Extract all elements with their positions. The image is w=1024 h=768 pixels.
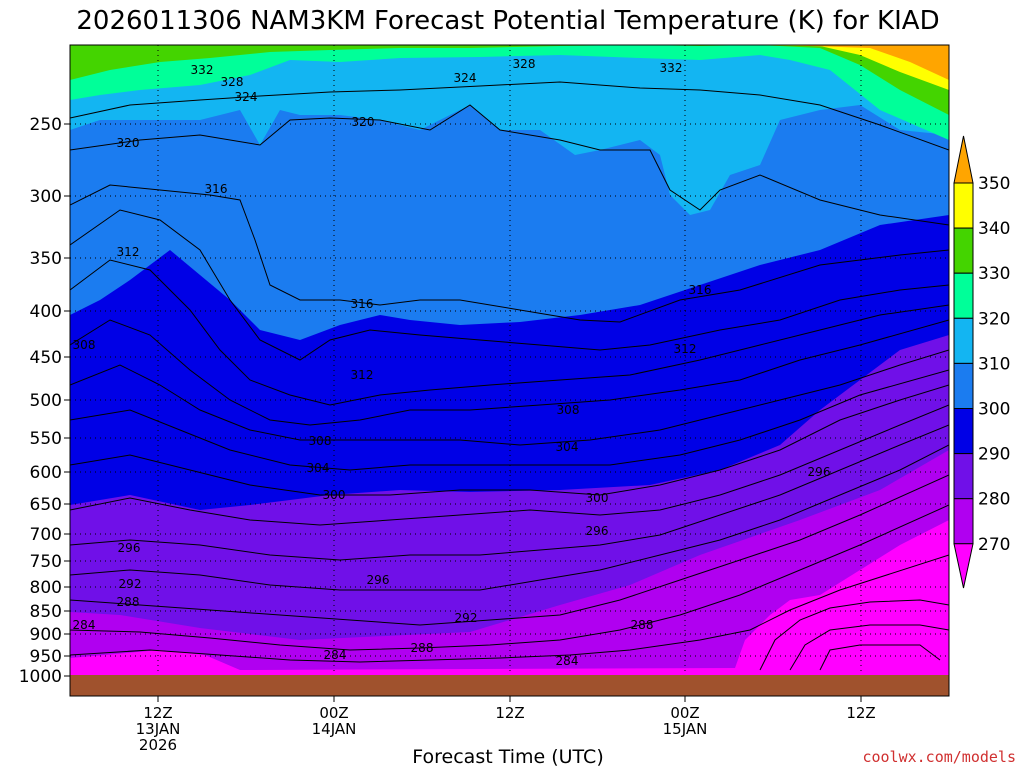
contour-label: 320: [117, 136, 140, 150]
y-tick-label: 650: [30, 495, 62, 515]
contour-label: 284: [324, 648, 347, 662]
contour-label: 292: [455, 611, 478, 625]
colorbar-label: 320: [978, 309, 1010, 329]
contour-label: 316: [689, 283, 712, 297]
y-tick-label: 450: [30, 348, 62, 368]
contour-label: 300: [323, 488, 346, 502]
colorbar-segment: [953, 453, 974, 500]
contour-label: 288: [631, 618, 654, 632]
ground-strip: [70, 675, 949, 696]
chart-title: 2026011306 NAM3KM Forecast Potential Tem…: [76, 6, 939, 36]
contour-label: 300: [586, 491, 609, 505]
contour-label: 324: [454, 71, 477, 85]
band-orange: [780, 45, 949, 80]
y-tick-label: 250: [30, 115, 62, 135]
band-yellow: [700, 45, 949, 90]
colorbar-label: 310: [978, 354, 1010, 374]
colorbar-label: 300: [978, 400, 1010, 420]
colorbar-segment: [953, 135, 974, 184]
contour-label: 296: [118, 541, 141, 555]
contour-label: 308: [73, 338, 96, 352]
y-tick-label: 600: [30, 463, 62, 483]
x-tick-label: 12Z: [846, 704, 875, 722]
x-tick-label: 15JAN: [663, 720, 708, 738]
colorbar-label: 290: [978, 445, 1010, 465]
colorbar-segment: [953, 408, 974, 455]
colorbar-segment: [953, 317, 974, 364]
colorbar-label: 270: [978, 535, 1010, 555]
y-tick-label: 1000: [19, 667, 62, 687]
contour-label: 284: [556, 654, 579, 668]
x-tick-label: 14JAN: [312, 720, 357, 738]
y-tick-label: 950: [30, 647, 62, 667]
contour-label: 332: [191, 63, 214, 77]
y-tick-label: 900: [30, 625, 62, 645]
colorbar: 350 340 330 320 310 300 290 280 270: [953, 135, 1010, 589]
y-tick-label: 400: [30, 302, 62, 322]
x-tick-label: 13JAN: [136, 720, 181, 738]
credit-text: coolwx.com/models: [862, 748, 1016, 766]
x-tick-label: 2026: [139, 736, 177, 754]
colorbar-segment: [953, 543, 974, 589]
x-tick-label: 00Z: [670, 704, 699, 722]
contour-label: 304: [307, 461, 330, 475]
x-tick-label: 12Z: [495, 704, 524, 722]
y-tick-label: 750: [30, 552, 62, 572]
grid-lines: [70, 45, 949, 677]
contour-lines: [70, 81, 949, 671]
y-axis: 250 300 350 400 450 500 550 600 650 700 750 800 850 9…: [19, 115, 70, 687]
contour-label: 328: [513, 57, 536, 71]
colorbar-segment: [953, 272, 974, 319]
y-tick-label: 700: [30, 525, 62, 545]
colorbar-segment: [953, 362, 974, 409]
y-tick-label: 500: [30, 391, 62, 411]
colorbar-label: 340: [978, 219, 1010, 239]
contour-label: 288: [117, 595, 140, 609]
contour-label: 332: [660, 61, 683, 75]
colorbar-label: 280: [978, 490, 1010, 510]
contour-label: 292: [119, 577, 142, 591]
y-tick-label: 550: [30, 429, 62, 449]
colorbar-segment: [953, 498, 974, 545]
colorbar-segment: [953, 182, 974, 229]
contour-label: 320: [352, 115, 375, 129]
colorbar-segment: [953, 227, 974, 274]
x-tick-label: 00Z: [319, 704, 348, 722]
colorbar-label: 330: [978, 264, 1010, 284]
y-tick-label: 300: [30, 187, 62, 207]
contour-label: 328: [221, 75, 244, 89]
contour-label: 316: [351, 297, 374, 311]
x-axis-label: Forecast Time (UTC): [412, 746, 603, 768]
contour-label: 308: [309, 434, 332, 448]
contour-label: 288: [411, 641, 434, 655]
contour-label: 304: [556, 440, 579, 454]
y-tick-label: 800: [30, 578, 62, 598]
y-tick-label: 850: [30, 602, 62, 622]
contour-label: 296: [367, 573, 390, 587]
x-tick-label: 12Z: [143, 704, 172, 722]
contour-label: 284: [73, 618, 96, 632]
contour-label: 312: [117, 245, 140, 259]
contour-label: 312: [351, 368, 374, 382]
colorbar-label: 350: [978, 174, 1010, 194]
contour-label: 296: [808, 465, 831, 479]
contour-label: 296: [586, 524, 609, 538]
contour-label: 324: [235, 90, 258, 104]
contour-label: 308: [557, 403, 580, 417]
y-tick-label: 350: [30, 249, 62, 269]
contour-label: 316: [205, 182, 228, 196]
contour-label: 312: [674, 342, 697, 356]
